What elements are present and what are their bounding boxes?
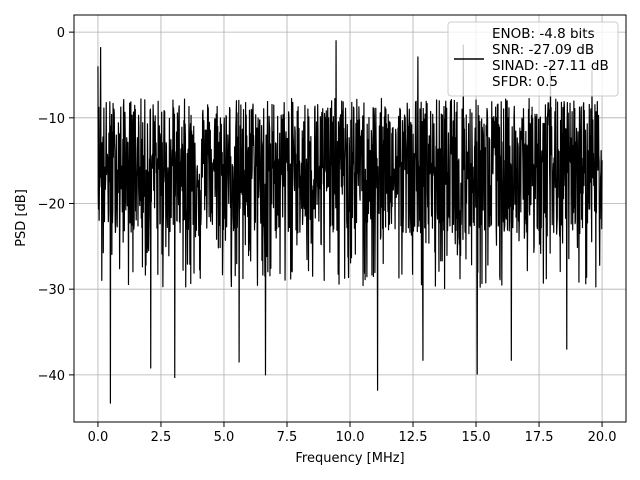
y-tick-label: −30 bbox=[38, 283, 65, 298]
x-axis-label: Frequency [MHz] bbox=[295, 451, 404, 466]
x-tick-label: 7.5 bbox=[277, 430, 298, 445]
y-axis-label: PSD [dB] bbox=[14, 189, 29, 247]
legend: ENOB: -4.8 bits SNR: -27.09 dB SINAD: -2… bbox=[447, 21, 619, 97]
x-tick-label: 5.0 bbox=[214, 430, 235, 445]
x-tick-label: 0.0 bbox=[88, 430, 109, 445]
x-tick-label: 15.0 bbox=[462, 430, 491, 445]
legend-enob: ENOB: -4.8 bits bbox=[492, 26, 595, 42]
legend-sfdr: SFDR: 0.5 bbox=[492, 74, 558, 90]
x-axis-ticks: 0.0 2.5 5.0 7.5 10.0 12.5 15.0 17.5 20.0 bbox=[88, 422, 617, 445]
y-tick-label: −20 bbox=[38, 198, 65, 213]
x-tick-label: 2.5 bbox=[151, 430, 172, 445]
x-tick-label: 20.0 bbox=[588, 430, 617, 445]
legend-box bbox=[447, 21, 619, 97]
x-tick-label: 10.0 bbox=[336, 430, 365, 445]
psd-trace bbox=[97, 40, 603, 404]
y-tick-label: 0 bbox=[57, 26, 65, 41]
x-tick-label: 17.5 bbox=[525, 430, 554, 445]
x-tick-label: 12.5 bbox=[399, 430, 428, 445]
psd-trace-group bbox=[97, 40, 603, 404]
legend-sinad: SINAD: -27.11 dB bbox=[492, 58, 609, 74]
y-axis-ticks: 0 −10 −20 −30 −40 bbox=[38, 26, 74, 384]
y-tick-label: −40 bbox=[38, 369, 65, 384]
y-tick-label: −10 bbox=[38, 112, 65, 127]
legend-snr: SNR: -27.09 dB bbox=[492, 42, 594, 58]
